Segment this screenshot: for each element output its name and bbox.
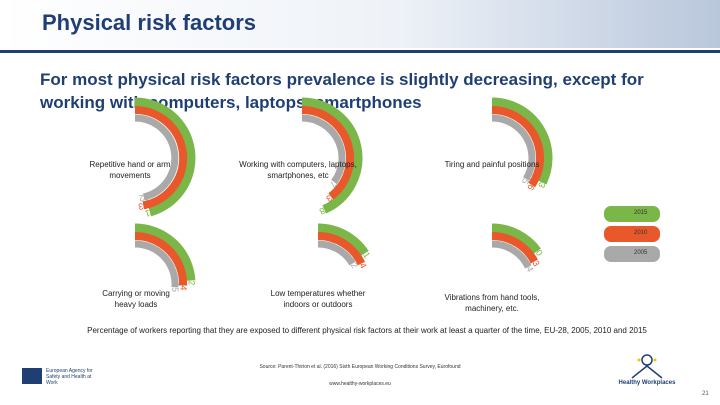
value-label-2015-chart-1: 61 [144, 206, 156, 218]
chart-label-3: Tiring and painful positions [444, 160, 540, 169]
arc-2005-chart-5 [317, 240, 356, 266]
healthy-workplaces-emblem-icon [631, 354, 663, 379]
chart-label-1: Repetitive hand or arm movements [89, 160, 171, 180]
legend-swatch-2005: 2005 [604, 246, 660, 262]
chart-label-2: Working with computers, laptops, smartph… [239, 160, 357, 180]
arc-2005-chart-4 [134, 240, 179, 288]
value-label-2015-chart-3: 43 [536, 176, 549, 189]
arc-2005-chart-3 [491, 114, 536, 181]
arc-2010-chart-5 [317, 232, 366, 266]
arc-2010-chart-4 [134, 232, 188, 286]
arc-2005-chart-6 [491, 240, 532, 269]
arc-2005-chart-1 [134, 114, 179, 201]
value-label-2010-chart-1: 63 [138, 200, 150, 212]
source-note: Source: Parent-Thirion et al. (2016) Six… [259, 364, 461, 370]
arc-2015-chart-1 [134, 97, 196, 217]
healthy-workplaces-logo-text: Healthy Workplaces [618, 380, 676, 386]
value-label-2005-chart-4: 35 [170, 282, 181, 293]
value-label-2010-chart-3: 46 [525, 178, 539, 192]
legend-label-2010: 2010 [634, 230, 648, 236]
value-label-2010-chart-5: 24 [355, 257, 368, 270]
arc-2010-chart-6 [491, 232, 538, 264]
figure-caption: Percentage of workers reporting that the… [87, 326, 647, 335]
arc-2015-chart-3 [491, 97, 553, 185]
value-label-2010-chart-4: 34 [178, 280, 188, 290]
website-link[interactable]: www.healthy-workplaces.eu [329, 381, 391, 387]
arc-2010-chart-2 [301, 106, 354, 200]
arc-2010-chart-1 [134, 105, 188, 210]
healthy-workplaces-logo: Healthy Workplaces [612, 352, 682, 392]
value-label-2005-chart-5: 22 [346, 256, 360, 270]
value-label-2005-chart-1: 62 [138, 192, 150, 204]
legend-label-2005: 2005 [634, 250, 648, 256]
arc-2005-chart-2 [301, 114, 346, 185]
chart-label-4: Carrying or moving heavy loads [102, 289, 170, 309]
page-title: Physical risk factors [42, 10, 257, 35]
arc-2015-chart-6 [491, 223, 541, 254]
page-number: 21 [702, 391, 709, 397]
chart-label-6: Vibrations from hand tools, machinery, e… [444, 293, 540, 313]
value-label-2005-chart-6: 24 [522, 260, 535, 273]
header-band [0, 0, 720, 48]
arc-2015-chart-5 [317, 223, 369, 256]
legend-swatch-2010: 2010 [604, 226, 660, 242]
legend-swatch-2015: 2015 [604, 206, 660, 222]
value-label-2015-chart-4: 32 [186, 275, 197, 286]
arc-2015-chart-2 [301, 97, 363, 214]
arc-2015-chart-4 [134, 223, 196, 281]
value-label-2010-chart-6: 23 [528, 254, 542, 268]
eu-flag-icon [22, 368, 42, 384]
value-label-2015-chart-2: 58 [318, 203, 331, 216]
eu-osha-logo: European Agency for Safety and Health at… [22, 366, 102, 400]
value-label-2005-chart-3: 45 [520, 172, 534, 186]
eu-osha-logo-text: European Agency for Safety and Health at… [46, 368, 93, 386]
value-label-2005-chart-2: 47 [327, 175, 341, 189]
header-divider [0, 50, 720, 53]
arc-2010-chart-3 [491, 106, 544, 188]
legend-label-2015: 2015 [634, 210, 648, 216]
chart-label-5: Low temperatures whether indoors or outd… [270, 289, 366, 309]
value-label-2010-chart-2: 53 [324, 190, 338, 204]
